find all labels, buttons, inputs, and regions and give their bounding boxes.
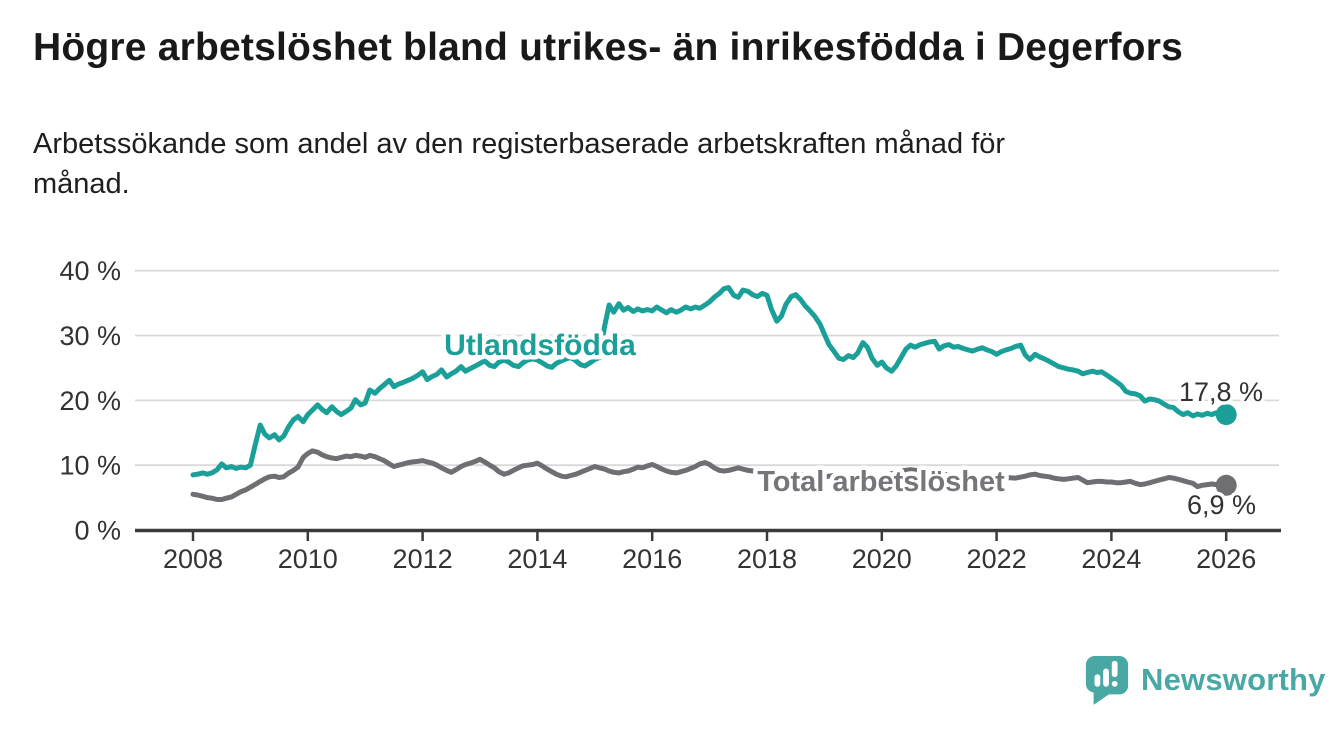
end-dot-total	[1215, 474, 1237, 496]
x-axis-label: 2020	[852, 544, 912, 574]
end-value-label-total: 6,9 %	[1187, 490, 1256, 520]
y-axis-label: 10 %	[59, 451, 121, 481]
x-axis-label: 2018	[737, 544, 797, 574]
x-axis-label: 2022	[967, 544, 1027, 574]
series-label-total: Total arbetslöshet	[757, 466, 1005, 498]
x-axis-label: 2024	[1081, 544, 1141, 574]
y-axis-label: 0 %	[74, 516, 121, 546]
y-axis-label: 30 %	[59, 321, 121, 351]
y-axis-label: 20 %	[59, 386, 121, 416]
x-axis-label: 2012	[393, 544, 453, 574]
series-line-total	[190, 448, 1229, 502]
end-value-label-utlandsfodda: 17,8 %	[1179, 377, 1263, 407]
end-dot-utlandsfodda	[1215, 404, 1237, 426]
x-axis-label: 2026	[1196, 544, 1256, 574]
x-axis-label: 2010	[278, 544, 338, 574]
series-label-utlandsfodda: Utlandsfödda	[444, 329, 636, 362]
page-subtitle: Arbetssökande som andel av den registerb…	[33, 124, 1005, 204]
x-axis-label: 2016	[622, 544, 682, 574]
subtitle-line-1: Arbetssökande som andel av den registerb…	[33, 128, 1006, 160]
page-title: Högre arbetslöshet bland utrikes- än inr…	[33, 26, 1183, 69]
x-axis-label: 2008	[163, 544, 223, 574]
bar-chart-speech-bubble-icon	[1085, 656, 1129, 705]
brand-name: Newsworthy	[1141, 662, 1326, 697]
subtitle-line-2: månad.	[33, 168, 130, 200]
x-axis-label: 2014	[507, 544, 567, 574]
newsworthy-brand[interactable]: Newsworthy	[1084, 654, 1326, 706]
y-axis-label: 40 %	[59, 256, 121, 286]
series-line-utlandsfodda	[190, 285, 1229, 478]
